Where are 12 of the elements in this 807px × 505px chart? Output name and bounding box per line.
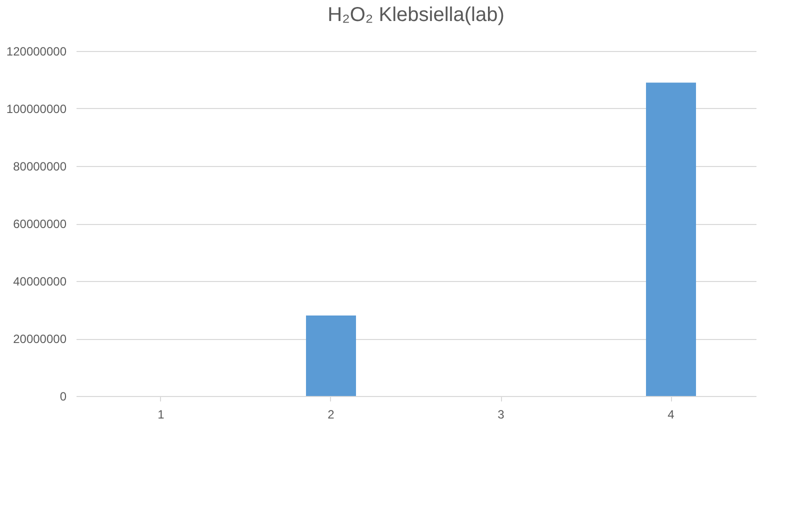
- y-tick-label: 0: [60, 390, 67, 404]
- y-tick-label: 20000000: [13, 332, 67, 346]
- chart-title: H₂O₂ Klebsiella(lab): [328, 4, 504, 26]
- y-tick-label: 80000000: [13, 160, 67, 174]
- x-tick-label: 1: [158, 408, 165, 422]
- x-tick-label: 4: [668, 408, 675, 422]
- y-tick-label: 60000000: [13, 217, 67, 231]
- y-tick-label: 120000000: [6, 44, 67, 58]
- x-tick-label: 2: [328, 408, 335, 422]
- y-tick-label: 40000000: [13, 274, 67, 288]
- y-tick-label: 100000000: [6, 102, 67, 116]
- x-tick-label: 3: [498, 408, 505, 422]
